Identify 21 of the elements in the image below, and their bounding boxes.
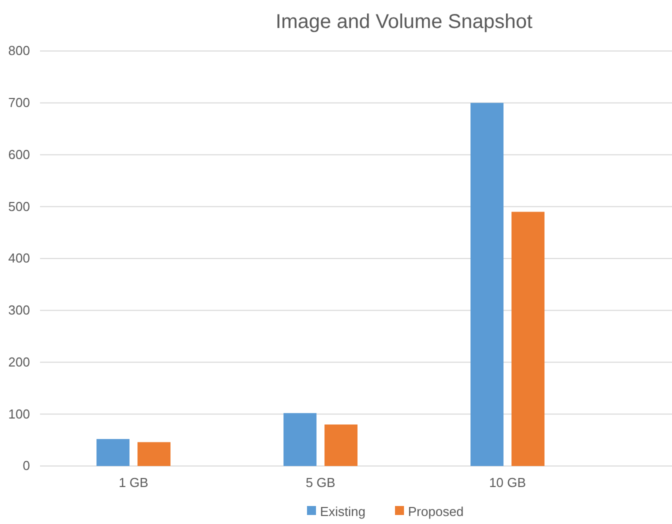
chart-title: Image and Volume Snapshot xyxy=(276,11,533,33)
x-tick-label: 1 GB xyxy=(118,475,148,490)
x-tick-label: 5 GB xyxy=(306,475,336,490)
y-tick-label: 300 xyxy=(8,302,30,318)
y-tick-label: 400 xyxy=(8,250,30,266)
legend-label: Existing xyxy=(320,504,366,519)
bar xyxy=(512,212,544,466)
legend-label: Proposed xyxy=(408,504,464,519)
bar xyxy=(324,424,358,466)
y-tick-label: 700 xyxy=(8,95,30,110)
x-tick-label: 10 GB xyxy=(489,475,526,490)
y-tick-label: 200 xyxy=(8,354,30,370)
bar xyxy=(138,442,170,466)
y-tick-label: 500 xyxy=(8,198,30,214)
y-tick-label: 800 xyxy=(8,43,30,58)
y-tick-label: 600 xyxy=(8,146,30,162)
bar xyxy=(284,413,316,466)
bar xyxy=(96,439,130,466)
bar xyxy=(470,102,504,466)
y-tick-label: 100 xyxy=(8,406,30,422)
y-tick-label: 0 xyxy=(22,458,30,474)
